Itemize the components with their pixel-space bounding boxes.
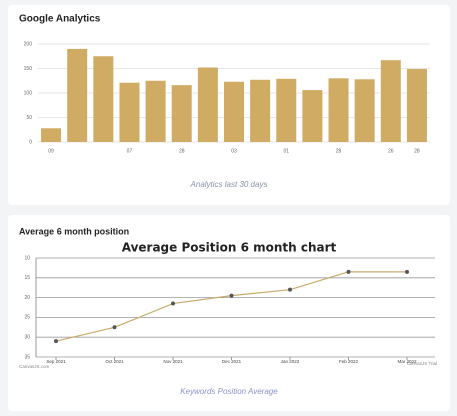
y-tick-label: 200 — [24, 41, 33, 47]
point — [54, 339, 58, 344]
point — [229, 293, 234, 298]
bar — [119, 82, 140, 142]
bar — [41, 128, 62, 142]
y-tick-label: 150 — [24, 66, 33, 72]
caption: Analytics last 30 days — [190, 180, 268, 189]
bar — [224, 81, 244, 142]
bar — [93, 56, 114, 142]
chart-title: Average Position 6 month chart — [122, 241, 337, 255]
y-tick-label: 15 — [24, 275, 30, 281]
card-title: Google Analytics — [19, 14, 101, 25]
x-tick-label: Mar 2022 — [397, 359, 417, 364]
bar — [380, 60, 401, 142]
bar — [354, 79, 375, 142]
x-tick-label: Oct 2021 — [105, 359, 124, 364]
x-tick-label: 07 — [127, 148, 133, 154]
y-tick-label: 50 — [26, 115, 32, 121]
point — [112, 325, 117, 330]
card — [8, 215, 450, 411]
bar — [145, 80, 166, 142]
x-tick-label: Jan 2022 — [281, 359, 300, 364]
bar — [406, 68, 427, 142]
y-tick-label: 25 — [24, 315, 30, 321]
x-tick-label: Feb 2022 — [339, 359, 359, 364]
x-tick-label: 09 — [48, 148, 54, 154]
watermark: CanvasJS.com — [19, 364, 50, 369]
card-title: Average 6 month position — [19, 226, 129, 236]
y-tick-label: 0 — [29, 139, 32, 145]
x-tick-label: Dec 2021 — [222, 359, 242, 364]
point — [288, 287, 292, 292]
bar — [197, 67, 218, 142]
x-tick-label: 01 — [283, 148, 289, 154]
x-tick-label: Nov 2021 — [163, 359, 183, 364]
x-tick-label: Sep 2021 — [46, 359, 66, 364]
point — [405, 269, 409, 274]
point — [346, 269, 351, 274]
x-tick-label: 28 — [179, 148, 185, 154]
caption: Keywords Position Average — [180, 387, 278, 396]
point — [171, 301, 175, 306]
y-tick-label: 100 — [24, 90, 33, 96]
bar — [250, 79, 271, 142]
y-tick-label: 35 — [24, 354, 30, 360]
x-tick-label: 03 — [231, 148, 237, 154]
y-tick-label: 30 — [24, 335, 30, 341]
x-tick-label: 26 — [388, 148, 394, 154]
bar — [171, 85, 192, 142]
x-tick-label: 28 — [336, 148, 342, 154]
bar — [276, 78, 297, 142]
bar — [328, 78, 349, 142]
bar — [302, 90, 323, 142]
y-tick-label: 20 — [24, 295, 30, 301]
y-tick-label: 10 — [24, 255, 30, 261]
x-tick-label: 28 — [414, 148, 420, 154]
bar — [67, 48, 88, 142]
watermark: CanvasJS Trial — [407, 361, 437, 366]
